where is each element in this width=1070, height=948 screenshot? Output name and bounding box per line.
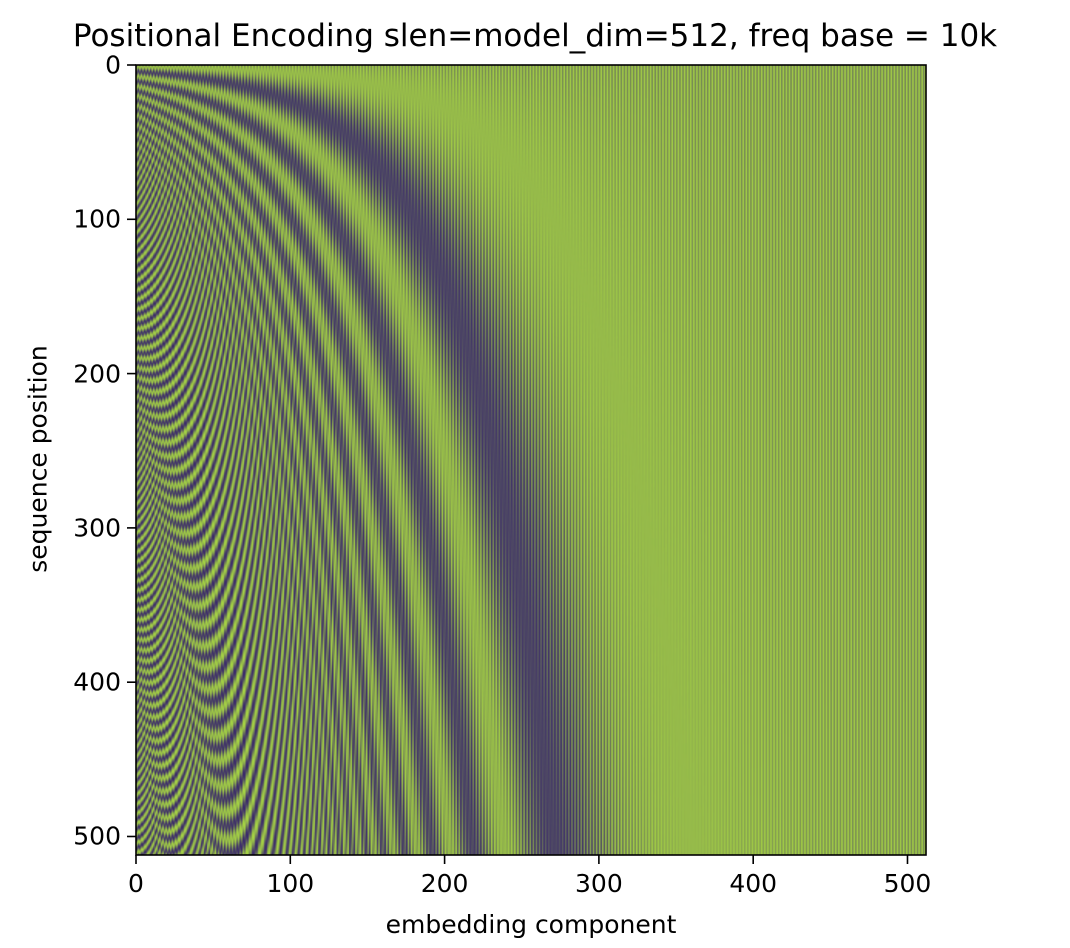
tick-marks xyxy=(127,64,909,864)
y-tick-label: 100 xyxy=(73,204,121,234)
y-tick-label: 500 xyxy=(73,821,121,851)
x-tick-label: 0 xyxy=(128,869,144,898)
chart-title: Positional Encoding slen=model_dim=512, … xyxy=(72,18,998,54)
heatmap-image xyxy=(136,65,926,855)
y-tick-label: 300 xyxy=(73,513,121,543)
x-tick-label: 400 xyxy=(729,869,778,898)
x-axis-label: embedding component xyxy=(385,910,677,939)
y-axis-label: sequence position xyxy=(23,345,53,573)
x-tick-label: 200 xyxy=(420,869,469,898)
y-tick-label: 400 xyxy=(73,667,121,697)
axes-frame xyxy=(135,64,927,856)
x-tick-label: 100 xyxy=(266,869,315,898)
x-tick-label: 300 xyxy=(575,869,623,898)
y-tick-label: 0 xyxy=(105,50,121,80)
x-tick-label: 500 xyxy=(883,869,932,898)
y-tick-label: 200 xyxy=(73,359,121,389)
heatmap-raster xyxy=(136,65,926,855)
